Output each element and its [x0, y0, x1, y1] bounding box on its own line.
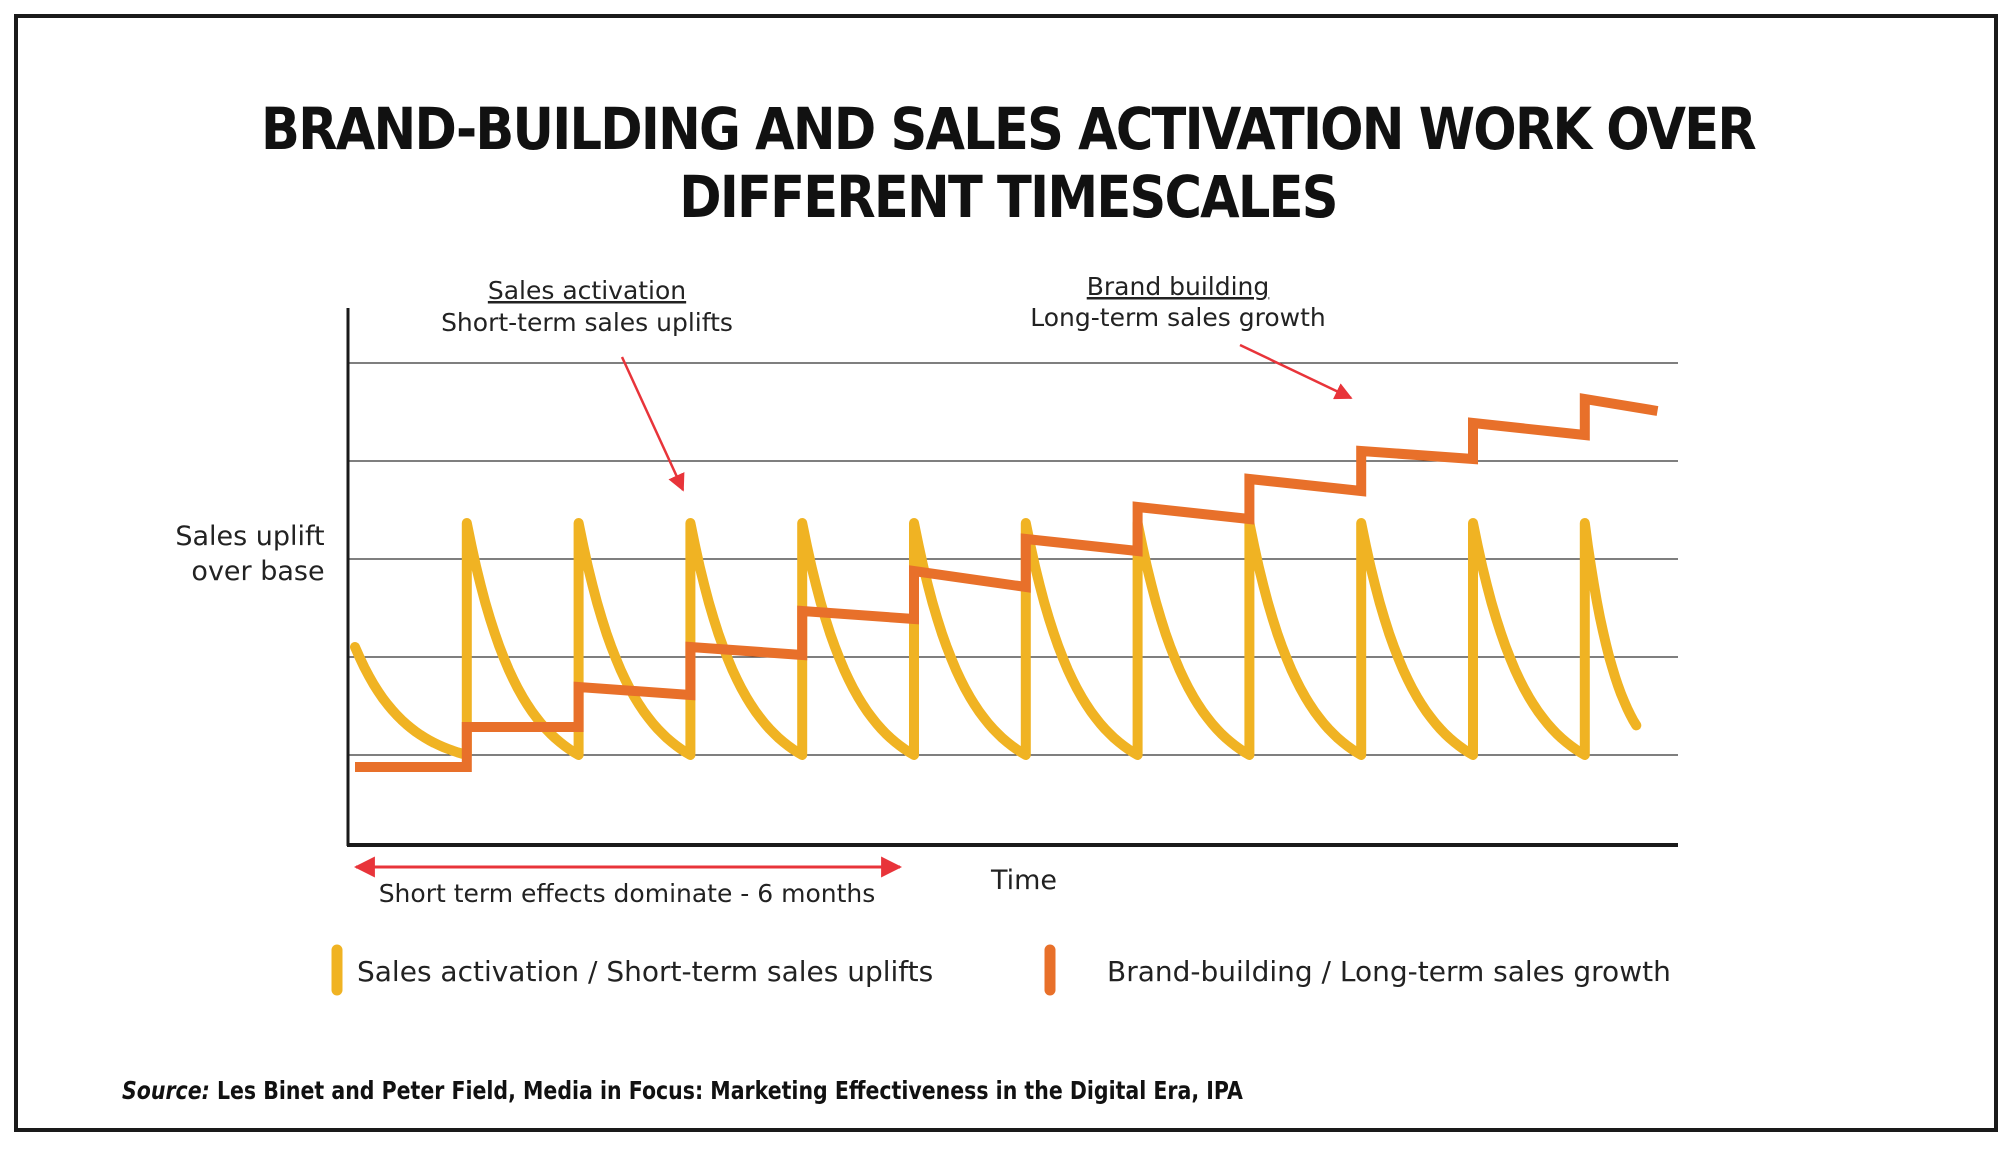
source-text: Les Binet and Peter Field, Media in Focu… — [216, 1076, 1243, 1105]
sales-activation-annotation-heading: Sales activation — [488, 276, 686, 305]
short-term-annotation: Short term effects dominate - 6 months — [379, 879, 876, 908]
legend: Sales activation / Short-term sales upli… — [331, 944, 1671, 996]
y-axis-label-line-1: Sales uplift — [175, 521, 324, 552]
legend-label-brand-building: Brand-building / Long-term sales growth — [1107, 955, 1671, 988]
chart-frame — [14, 14, 1998, 1132]
brand-building-arrow — [1239, 343, 1353, 400]
sales-activation-line — [350, 518, 1642, 760]
sales-activation-arrow — [620, 356, 685, 492]
x-axis-label: Time — [990, 865, 1057, 896]
legend-label-sales-activation: Sales activation / Short-term sales upli… — [357, 955, 933, 988]
source-citation: Source: Les Binet and Peter Field, Media… — [122, 1076, 1243, 1105]
y-axis-label-line-2: over base — [191, 556, 324, 587]
brand-building-annotation-heading: Brand building — [1087, 272, 1270, 301]
chart-title: BRAND-BUILDING AND SALES ACTIVATION WORK… — [261, 95, 1757, 231]
sales-activation-annotation-text: Short-term sales uplifts — [441, 308, 733, 337]
source-label: Source: — [122, 1076, 210, 1105]
brand-building-annotation-text: Long-term sales growth — [1030, 303, 1325, 332]
brand-building-line — [355, 393, 1659, 772]
gridlines — [348, 362, 1678, 756]
